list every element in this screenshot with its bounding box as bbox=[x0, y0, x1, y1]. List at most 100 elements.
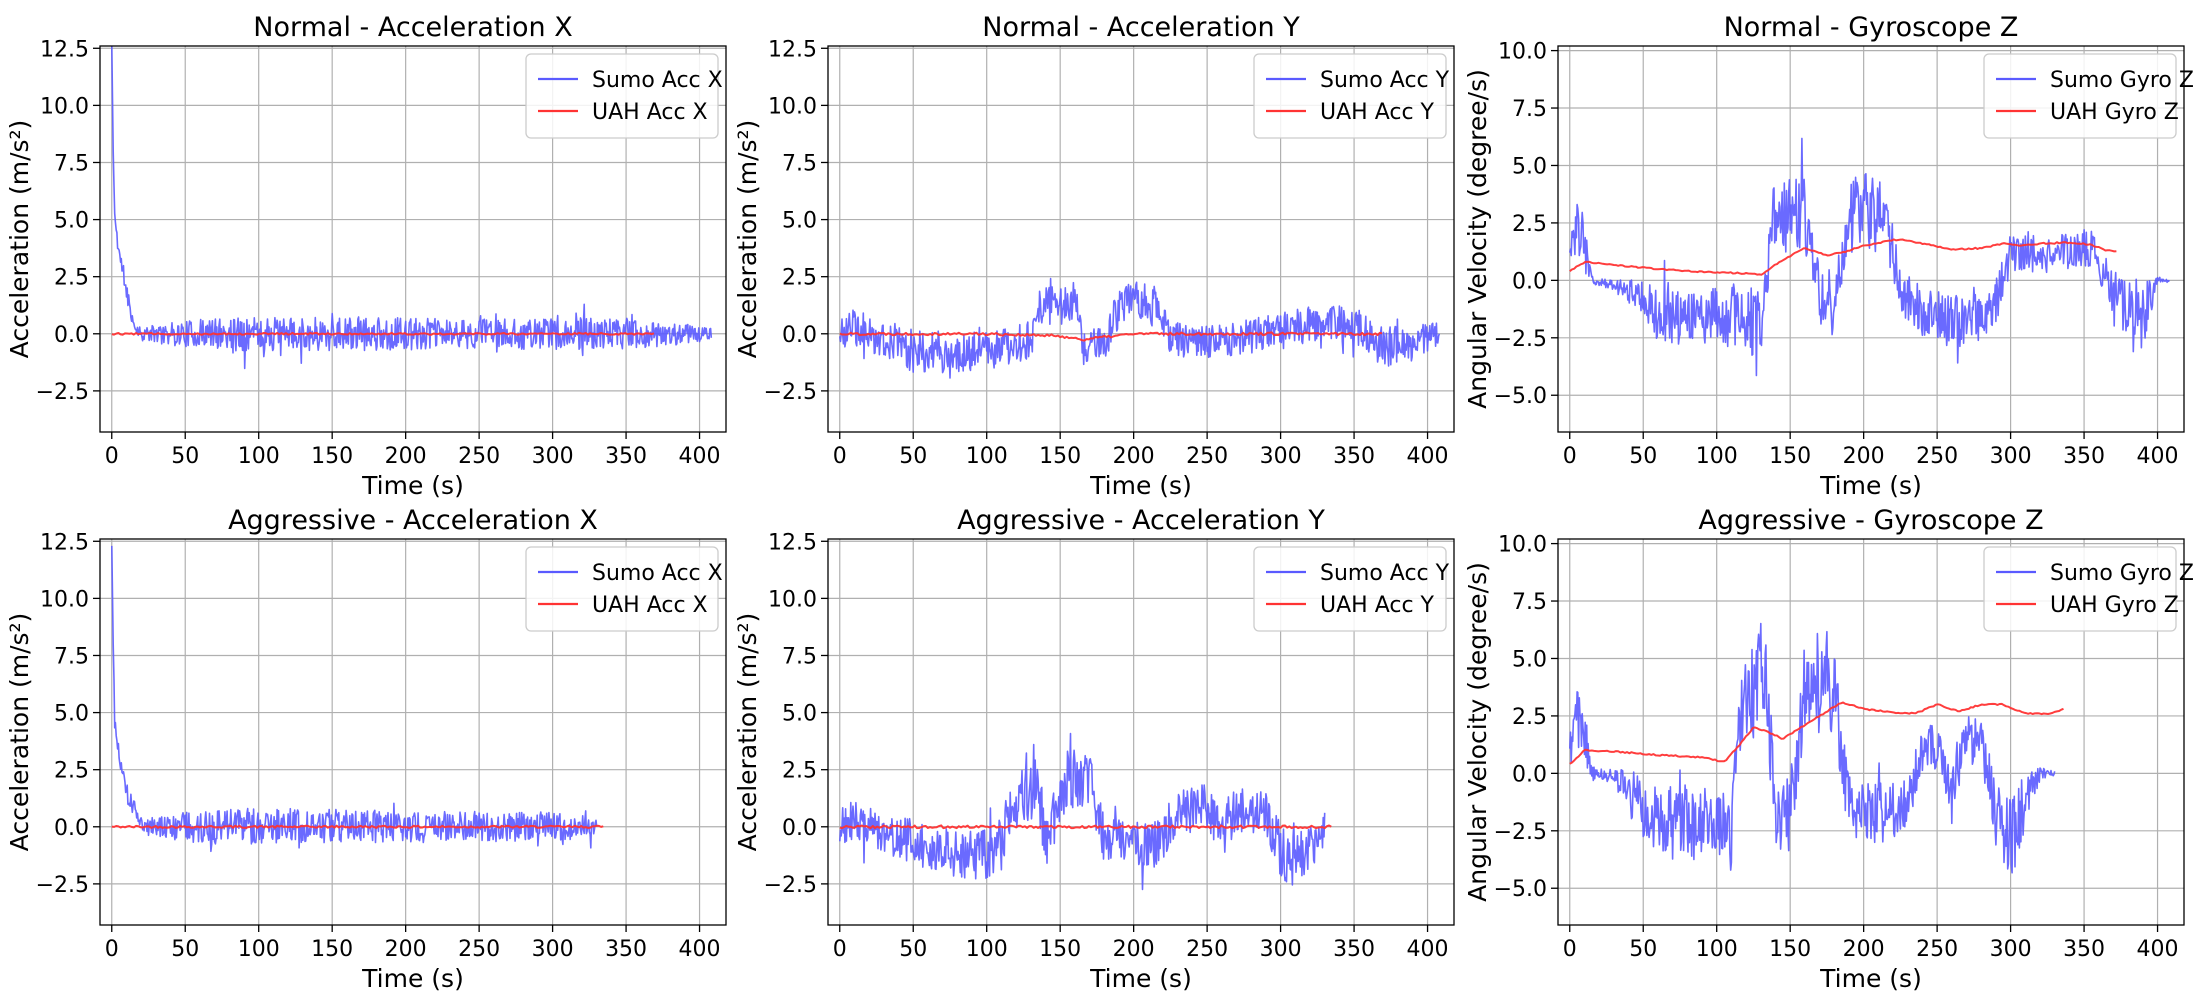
x-tick-label: 350 bbox=[1333, 937, 1375, 962]
x-tick-label: 0 bbox=[105, 444, 119, 469]
x-tick-label: 150 bbox=[311, 444, 353, 469]
x-tick-label: 50 bbox=[1629, 444, 1657, 469]
chart-title: Aggressive - Gyroscope Z bbox=[1698, 505, 2043, 536]
x-tick-label: 300 bbox=[1990, 444, 2032, 469]
x-tick-label: 350 bbox=[2063, 444, 2105, 469]
y-tick-label: 2.5 bbox=[54, 266, 89, 291]
chart-title: Aggressive - Acceleration X bbox=[228, 505, 598, 536]
x-tick-label: 350 bbox=[1333, 444, 1375, 469]
y-axis-label: Acceleration (m/s²) bbox=[5, 120, 34, 359]
x-tick-label: 350 bbox=[605, 937, 647, 962]
x-tick-label: 0 bbox=[1563, 444, 1577, 469]
x-tick-label: 0 bbox=[1563, 937, 1577, 962]
x-tick-label: 350 bbox=[2063, 937, 2105, 962]
chart-panel-4: 0 50 100 150 200 250 300 350 400 −2.5 0.0 2.5 5.0 7.5… bbox=[5, 505, 727, 993]
y-tick-label: 0.0 bbox=[782, 323, 817, 348]
legend-label: UAH Acc Y bbox=[1320, 100, 1435, 125]
x-tick-label: 150 bbox=[1769, 937, 1811, 962]
y-tick-label: 0.0 bbox=[54, 816, 89, 841]
x-tick-label: 200 bbox=[1113, 937, 1155, 962]
y-tick-label: 2.5 bbox=[782, 759, 817, 784]
y-tick-label: −5.0 bbox=[1494, 877, 1547, 902]
x-tick-label: 200 bbox=[1113, 444, 1155, 469]
x-tick-label: 50 bbox=[171, 937, 199, 962]
y-tick-label: 5.0 bbox=[782, 209, 817, 234]
y-tick-label: 5.0 bbox=[54, 702, 89, 727]
x-tick-label: 0 bbox=[105, 937, 119, 962]
y-tick-label: 7.5 bbox=[782, 151, 817, 176]
x-tick-label: 250 bbox=[458, 444, 500, 469]
series-line-uah-acc-y bbox=[839, 824, 1332, 830]
series-line-uah-acc-x bbox=[111, 331, 655, 336]
x-tick-label: 300 bbox=[532, 937, 574, 962]
y-tick-label: 0.0 bbox=[782, 816, 817, 841]
x-tick-label: 150 bbox=[1039, 444, 1081, 469]
y-tick-label: 2.5 bbox=[1512, 705, 1547, 730]
y-tick-label: 10.0 bbox=[768, 587, 817, 612]
y-tick-label: 7.5 bbox=[54, 151, 89, 176]
legend: Sumo Gyro Z UAH Gyro Z bbox=[1983, 546, 2194, 632]
x-tick-label: 50 bbox=[899, 937, 927, 962]
y-tick-label: 5.0 bbox=[1512, 154, 1547, 179]
plot-frame bbox=[99, 538, 727, 926]
y-tick-label: 10.0 bbox=[40, 587, 89, 612]
x-tick-label: 100 bbox=[238, 444, 280, 469]
y-tick-label: −5.0 bbox=[1494, 384, 1547, 409]
series-line-sumo-acc-x bbox=[111, 545, 598, 853]
x-tick-label: 0 bbox=[833, 937, 847, 962]
chart-title: Aggressive - Acceleration Y bbox=[957, 505, 1325, 536]
y-tick-label: 0.0 bbox=[1512, 762, 1547, 787]
x-tick-label: 200 bbox=[385, 937, 427, 962]
chart-panel-5: 0 50 100 150 200 250 300 350 400 −2.5 0.0 2.5 5.0 7.5… bbox=[733, 505, 1455, 993]
legend-box bbox=[1253, 53, 1447, 139]
x-tick-label: 150 bbox=[1769, 444, 1811, 469]
legend-label: Sumo Acc X bbox=[592, 68, 723, 93]
plot-frame bbox=[827, 45, 1455, 433]
y-tick-label: −2.5 bbox=[764, 873, 817, 898]
y-tick-label: 2.5 bbox=[782, 266, 817, 291]
x-tick-label: 100 bbox=[966, 444, 1008, 469]
y-tick-label: 12.5 bbox=[768, 37, 817, 62]
chart-panel-3: 0 50 100 150 200 250 300 350 400 −5.0 −2.5 0.0 2.5 5.… bbox=[1463, 12, 2194, 500]
x-tick-label: 250 bbox=[1916, 937, 1958, 962]
y-tick-label: 2.5 bbox=[1512, 212, 1547, 237]
legend-label: UAH Acc X bbox=[592, 593, 708, 618]
x-tick-label: 150 bbox=[1039, 937, 1081, 962]
y-tick-label: 5.0 bbox=[54, 209, 89, 234]
x-tick-label: 400 bbox=[1407, 937, 1449, 962]
x-tick-label: 0 bbox=[833, 444, 847, 469]
plot-frame bbox=[827, 538, 1455, 926]
x-tick-label: 250 bbox=[1186, 444, 1228, 469]
x-axis-label: Time (s) bbox=[1089, 471, 1192, 500]
y-axis-label: Acceleration (m/s²) bbox=[733, 613, 762, 852]
y-tick-label: −2.5 bbox=[36, 380, 89, 405]
series-line-uah-acc-x bbox=[111, 824, 604, 829]
y-tick-label: 12.5 bbox=[768, 530, 817, 555]
legend-label: Sumo Acc Y bbox=[1320, 68, 1450, 93]
legend: Sumo Gyro Z UAH Gyro Z bbox=[1983, 53, 2194, 139]
x-tick-label: 250 bbox=[1186, 937, 1228, 962]
legend: Sumo Acc X UAH Acc X bbox=[525, 546, 723, 632]
y-tick-label: 5.0 bbox=[1512, 647, 1547, 672]
chart-title: Normal - Gyroscope Z bbox=[1724, 12, 2019, 43]
legend-label: UAH Gyro Z bbox=[2050, 100, 2179, 125]
plot-frame bbox=[99, 45, 727, 433]
y-tick-label: −2.5 bbox=[1494, 820, 1547, 845]
x-tick-label: 400 bbox=[679, 444, 721, 469]
y-tick-label: 7.5 bbox=[54, 644, 89, 669]
y-tick-label: 7.5 bbox=[1512, 97, 1547, 122]
y-tick-label: 12.5 bbox=[40, 37, 89, 62]
x-tick-label: 200 bbox=[1843, 937, 1885, 962]
y-axis-label: Angular Velocity (degree/s) bbox=[1463, 69, 1492, 409]
x-tick-label: 100 bbox=[966, 937, 1008, 962]
legend-label: Sumo Acc X bbox=[592, 561, 723, 586]
x-tick-label: 400 bbox=[2137, 937, 2179, 962]
y-tick-label: 10.0 bbox=[40, 94, 89, 119]
y-tick-label: 10.0 bbox=[1498, 40, 1547, 65]
legend-box bbox=[525, 546, 719, 632]
x-tick-label: 50 bbox=[899, 444, 927, 469]
series-line-sumo-acc-x bbox=[111, 46, 713, 370]
y-tick-label: 10.0 bbox=[1498, 533, 1547, 558]
chart-panel-6: 0 50 100 150 200 250 300 350 400 −5.0 −2.5 0.0 2.5 5.… bbox=[1463, 505, 2194, 993]
